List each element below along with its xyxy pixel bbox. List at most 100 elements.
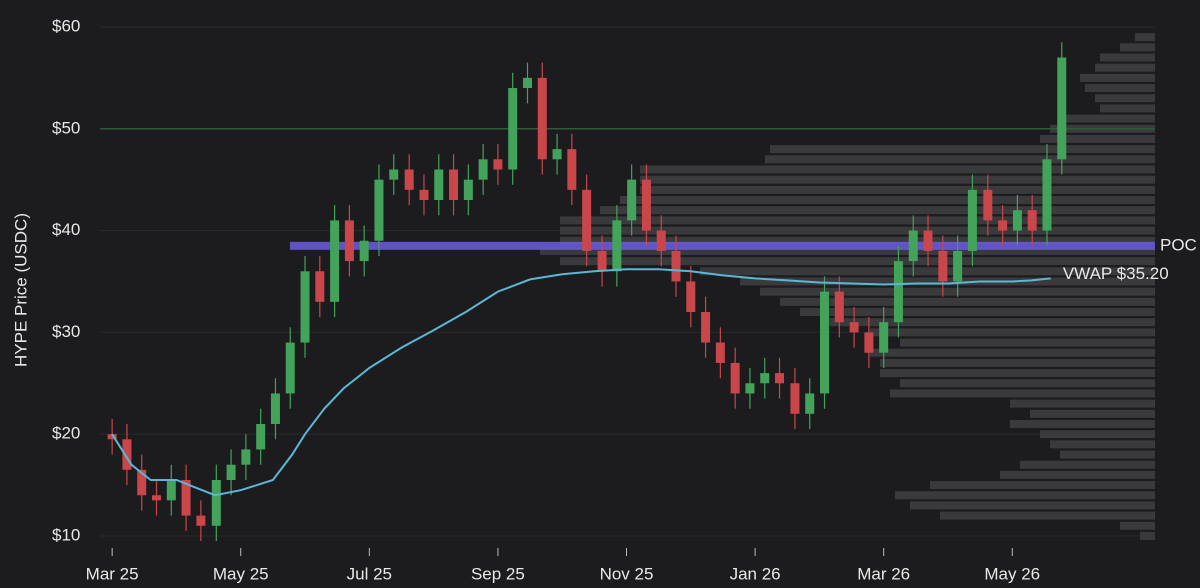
candle-body [359, 240, 369, 262]
candle-body [745, 383, 755, 394]
x-tick-label: May 25 [213, 564, 269, 583]
volume-profile-bar [1060, 114, 1155, 123]
candle-body [330, 220, 340, 302]
candle-body [641, 179, 651, 231]
candle-body [374, 179, 384, 241]
poc-label: POC [1160, 235, 1197, 254]
poc-line [290, 241, 1155, 250]
volume-profile-bar [640, 165, 1155, 174]
x-tick-label: Mar 25 [86, 564, 139, 583]
candle-body [166, 479, 176, 501]
candle-body [508, 88, 518, 170]
x-tick-label: Nov 25 [600, 564, 654, 583]
x-tick-label: May 26 [984, 564, 1040, 583]
candle-body [152, 495, 162, 501]
candle-body [211, 479, 221, 526]
y-tick-label: $20 [52, 424, 80, 443]
volume-profile-bar [1085, 84, 1155, 93]
candle-body [389, 169, 399, 180]
candle-body [285, 342, 295, 394]
y-tick-label: $10 [52, 525, 80, 544]
volume-profile-bar [880, 369, 1155, 378]
volume-profile-bar [1120, 43, 1155, 52]
candle-body [582, 189, 592, 251]
volume-profile-bar [1010, 399, 1155, 408]
candle-body [434, 169, 444, 201]
volume-profile-bar [1040, 430, 1155, 439]
volume-profile-bar [1080, 73, 1155, 82]
volume-profile-bar [1010, 419, 1155, 428]
candle-body [122, 439, 132, 470]
candle-body [196, 515, 206, 526]
x-tick-label: Mar 26 [857, 564, 910, 583]
volume-profile-bar [870, 348, 1155, 357]
candle-body [715, 342, 725, 363]
candle-body [998, 220, 1008, 231]
volume-profile-bar [1120, 521, 1155, 530]
candle-body [597, 250, 607, 272]
y-tick-label: $60 [52, 16, 80, 35]
volume-profile-bar [800, 308, 1155, 317]
candle-body [730, 362, 740, 394]
volume-profile-bar [820, 318, 1155, 327]
candle-body [834, 291, 844, 323]
candle-body [893, 261, 903, 323]
volume-profile-bar [560, 226, 1155, 235]
candle-body [256, 423, 266, 450]
candle-body [627, 179, 637, 221]
y-tick-label: $50 [52, 118, 80, 137]
candle-body [478, 159, 488, 180]
volume-profile-bar [1100, 53, 1155, 62]
x-tick-label: Jan 26 [730, 564, 781, 583]
x-tick-label: Jul 25 [347, 564, 392, 583]
volume-profile-bar [560, 216, 1155, 225]
volume-profile-bar [700, 267, 1155, 276]
volume-profile-bar [1040, 134, 1155, 143]
volume-profile-bar [600, 206, 1155, 215]
candle-body [241, 449, 251, 465]
candle-body [1042, 159, 1052, 231]
candle-body [612, 220, 622, 272]
candle-body [344, 220, 354, 262]
candle-body [449, 169, 459, 201]
candle-body [701, 312, 711, 343]
volume-profile-bar [780, 297, 1155, 306]
volume-profile-bar [1020, 460, 1155, 469]
candle-body [181, 479, 191, 516]
volume-profile-bar [870, 328, 1155, 337]
volume-profile-bar [640, 175, 1155, 184]
volume-profile-bar [1060, 450, 1155, 459]
volume-profile-bar [1135, 33, 1155, 42]
candle-body [107, 434, 117, 440]
candle-body [537, 77, 547, 160]
candle-body [1012, 210, 1022, 231]
candle-body [300, 271, 310, 343]
candle-body [656, 230, 666, 251]
volume-profile-bar [1030, 409, 1155, 418]
candle-body [760, 373, 770, 384]
candle-body [137, 469, 147, 496]
volume-profile-bar [1100, 104, 1155, 113]
volume-profile-bar [560, 257, 1155, 266]
candle-body [864, 332, 874, 353]
volume-profile-bar [895, 491, 1155, 500]
vwap-line [111, 268, 1051, 497]
candle-body [226, 464, 236, 480]
volume-profile-bar [910, 501, 1155, 510]
candle-body [419, 189, 429, 201]
candle-body [967, 189, 977, 251]
volume-profile-bar [640, 185, 1155, 194]
volume-profile-bar [1050, 440, 1155, 449]
volume-profile-bar [740, 277, 1155, 286]
candle-body [938, 250, 948, 282]
candle-body [1027, 210, 1037, 231]
candle-body [686, 281, 696, 313]
candle-body [671, 250, 681, 282]
y-axis-label: HYPE Price (USDC) [11, 213, 30, 367]
volume-profile-bar [900, 338, 1155, 347]
candle-body [953, 250, 963, 282]
candle-body [463, 179, 473, 201]
y-tick-label: $40 [52, 220, 80, 239]
vwap-label: VWAP $35.20 [1063, 264, 1169, 283]
